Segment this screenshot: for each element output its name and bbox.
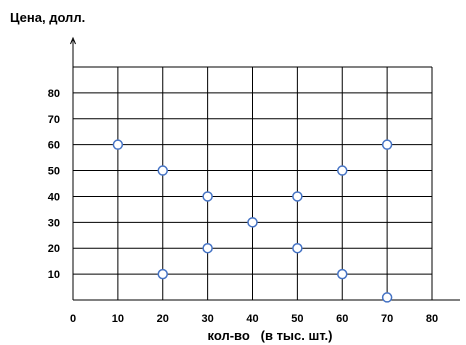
data-point <box>247 217 258 228</box>
data-point <box>157 268 168 280</box>
x-tick-label: 60 <box>336 313 348 325</box>
x-tick-label: 40 <box>246 313 258 325</box>
data-point <box>337 165 348 176</box>
data-point <box>381 292 393 303</box>
x-tick-label: 10 <box>112 313 124 325</box>
x-axis-title: кол-во (в тыс. шт.) <box>208 328 333 343</box>
grid-lines <box>72 66 460 301</box>
y-tick-label: 20 <box>48 243 60 255</box>
x-tick-label: 30 <box>202 313 214 325</box>
x-tick-label: 70 <box>381 313 393 325</box>
y-tick-label: 10 <box>48 269 60 281</box>
data-point <box>112 139 124 150</box>
data-point <box>202 191 213 202</box>
data-points <box>112 139 393 303</box>
y-axis-title: Цена, долл. <box>10 10 85 25</box>
x-tick-label: 0 <box>70 313 76 325</box>
y-tick-label: 50 <box>48 166 60 178</box>
x-tick-label: 50 <box>291 313 303 325</box>
y-tick-label: 40 <box>48 191 60 203</box>
x-tick-label: 80 <box>426 313 438 325</box>
x-tick-label: 20 <box>157 313 169 325</box>
data-point <box>337 268 348 280</box>
data-point <box>381 139 393 150</box>
y-tick-labels: 10 20 30 40 50 60 70 80 <box>48 88 60 281</box>
data-point <box>292 242 303 254</box>
data-point <box>292 191 303 202</box>
y-tick-label: 60 <box>48 140 60 152</box>
data-point <box>157 165 168 176</box>
y-tick-label: 70 <box>48 114 60 126</box>
x-tick-labels: 0 10 20 30 40 50 60 70 80 <box>70 313 438 325</box>
data-point <box>202 242 213 254</box>
y-tick-label: 30 <box>48 217 60 229</box>
y-tick-label: 80 <box>48 88 60 100</box>
